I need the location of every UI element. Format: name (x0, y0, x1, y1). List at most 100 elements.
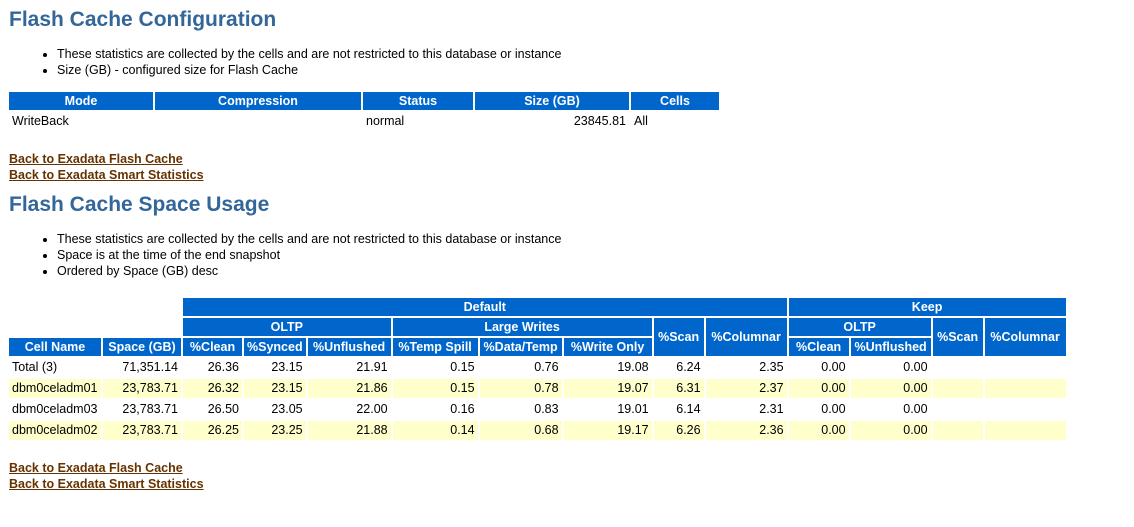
report-page: Flash Cache Configuration These statisti… (0, 0, 1134, 500)
cell-keep-unflushed: 0.00 (850, 379, 931, 398)
col-header-temp-spill: %Temp Spill (392, 338, 478, 356)
config-note: These statistics are collected by the ce… (57, 46, 1125, 62)
usage-note: Space is at the time of the end snapshot (57, 247, 1125, 263)
col-header-synced: %Synced (244, 338, 306, 356)
cell-unflushed: 22.00 (356, 402, 388, 416)
cell-write-only: 19.17 (563, 421, 652, 440)
col-header-cells: Cells (631, 92, 719, 110)
cell-unflushed: 21.91 (356, 360, 388, 374)
header-spacer (9, 298, 181, 316)
cell-write-only: 19.01 (617, 402, 649, 416)
col-header-compression: Compression (155, 92, 361, 110)
cell-keep-unflushed: 0.00 (850, 421, 931, 440)
col-header-mode: Mode (9, 92, 153, 110)
cell-clean: 26.25 (183, 421, 242, 440)
group-header-row-1: Default Keep (9, 298, 1066, 316)
table-header-row: Mode Compression Status Size (GB) Cells (9, 92, 719, 110)
link-exadata-flash-cache[interactable]: Back to Exadata Flash Cache (9, 152, 183, 166)
config-notes-list: These statistics are collected by the ce… (9, 46, 1125, 78)
cell-keep-scan (933, 400, 983, 419)
cell-temp-spill: 0.15 (392, 379, 478, 398)
table-row: Total (3) 71,351.14 26.36 23.15 21.91 0.15 0.7… (9, 358, 1066, 377)
col-header-status: Status (363, 92, 473, 110)
cell-cell-name: Total (3) (12, 360, 58, 374)
cell-space-gb: 71,351.14 (122, 360, 178, 374)
col-header-space: Space (GB) (103, 338, 181, 356)
link-exadata-smart-statistics[interactable]: Back to Exadata Smart Statistics (9, 168, 204, 182)
col-header-scan: %Scan (653, 318, 704, 356)
usage-note: These statistics are collected by the ce… (57, 231, 1125, 247)
col-header-keep-clean: %Clean (788, 338, 849, 356)
cell-space-gb: 23,783.71 (103, 421, 181, 440)
link-exadata-smart-statistics[interactable]: Back to Exadata Smart Statistics (9, 477, 204, 491)
col-header-keep-scan: %Scan (932, 318, 983, 356)
cell-keep-scan (932, 421, 983, 440)
cell-data-temp: 0.78 (479, 379, 562, 398)
col-header-columnar: %Columnar (705, 318, 787, 356)
cell-synced: 23.05 (271, 402, 303, 416)
cell-data-temp: 0.68 (479, 421, 562, 440)
cell-data-temp: 0.83 (534, 402, 559, 416)
cell-columnar: 2.36 (705, 421, 787, 440)
cell-scan: 6.31 (653, 379, 704, 398)
flash-cache-config-title: Flash Cache Configuration (9, 8, 277, 31)
table-row: dbm0celadm02 23,783.71 26.25 23.25 21.88 0.14… (9, 421, 1066, 440)
cell-keep-unflushed: 0.00 (903, 360, 928, 374)
group-header-large-writes: Large Writes (392, 318, 652, 336)
cell-compression (155, 112, 361, 131)
cell-synced: 23.25 (244, 421, 306, 440)
cell-scan: 6.26 (653, 421, 704, 440)
col-header-keep-columnar: %Columnar (984, 318, 1066, 356)
col-header-cell-name: Cell Name (9, 338, 101, 356)
cell-cells: All (634, 114, 648, 128)
cell-temp-spill: 0.16 (450, 402, 475, 416)
flash-cache-space-usage-title: Flash Cache Space Usage (9, 193, 270, 216)
col-header-data-temp: %Data/Temp (479, 338, 562, 356)
col-header-unflushed: %Unflushed (307, 338, 391, 356)
cell-temp-spill: 0.15 (450, 360, 475, 374)
cell-status: normal (366, 114, 405, 128)
cell-keep-columnar (984, 421, 1066, 440)
cell-write-only: 19.08 (617, 360, 649, 374)
group-header-keep: Keep (788, 298, 1066, 316)
cell-keep-columnar (985, 358, 1066, 377)
cell-scan: 6.14 (676, 402, 701, 416)
cell-unflushed: 21.86 (307, 379, 391, 398)
cell-scan: 6.24 (676, 360, 701, 374)
cell-size: 23845.81 (573, 114, 626, 128)
group-header-row-2: OLTP Large Writes %Scan %Columnar OLTP %… (9, 318, 1066, 356)
cell-keep-scan (933, 358, 983, 377)
cell-clean: 26.36 (207, 360, 239, 374)
col-header-keep-unflushed: %Unflushed (850, 338, 931, 356)
cell-columnar: 2.37 (705, 379, 787, 398)
cell-cell-name: dbm0celadm02 (9, 421, 101, 440)
cell-columnar: 2.31 (759, 402, 784, 416)
cell-keep-clean: 0.00 (821, 402, 846, 416)
group-header-oltp: OLTP (183, 318, 391, 336)
nav-links-top: Back to Exadata Flash Cache Back to Exad… (9, 151, 1125, 183)
cell-space-gb: 23,783.71 (103, 379, 181, 398)
cell-synced: 23.15 (271, 360, 303, 374)
link-exadata-flash-cache[interactable]: Back to Exadata Flash Cache (9, 461, 183, 475)
group-header-keep-oltp: OLTP (788, 318, 931, 336)
usage-notes-list: These statistics are collected by the ce… (9, 231, 1125, 279)
cell-cell-name: dbm0celadm03 (12, 402, 98, 416)
cell-data-temp: 0.76 (534, 360, 559, 374)
config-note: Size (GB) - configured size for Flash Ca… (57, 62, 1125, 78)
cell-unflushed: 21.88 (307, 421, 391, 440)
cell-keep-clean: 0.00 (788, 421, 849, 440)
cell-keep-unflushed: 0.00 (903, 402, 928, 416)
cell-keep-clean: 0.00 (788, 379, 849, 398)
table-row: dbm0celadm03 23,783.71 26.50 23.05 22.00 0.16… (9, 400, 1066, 419)
cell-keep-clean: 0.00 (821, 360, 846, 374)
cell-columnar: 2.35 (759, 360, 784, 374)
table-row: WriteBack normal 23845.81 All (9, 112, 719, 131)
cell-keep-scan (932, 379, 983, 398)
cell-temp-spill: 0.14 (392, 421, 478, 440)
usage-table-body: Total (3) 71,351.14 26.36 23.15 21.91 0.15 0.7… (9, 358, 1066, 440)
cell-keep-columnar (985, 400, 1066, 419)
column-header-row: Cell Name Space (GB) %Clean %Synced %Unf… (9, 338, 1066, 356)
cell-write-only: 19.07 (563, 379, 652, 398)
col-header-write-only: %Write Only (563, 338, 652, 356)
cell-mode: WriteBack (12, 114, 69, 128)
